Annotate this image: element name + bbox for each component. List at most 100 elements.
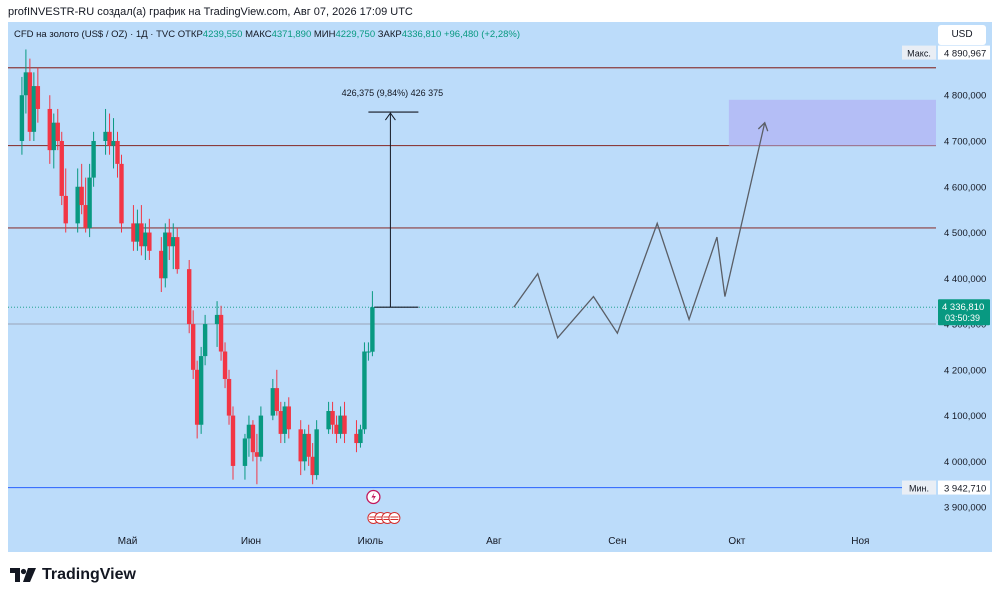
candle-body (143, 232, 148, 247)
candle-body (282, 406, 287, 434)
y-tick-label: 4 400,000 (944, 274, 986, 285)
max-label: Макс. (907, 49, 931, 59)
tradingview-logo-text: TradingView (42, 566, 136, 583)
candle-body (298, 429, 303, 462)
currency-button[interactable]: USD (938, 25, 986, 45)
x-tick-label: Июн (241, 536, 261, 547)
candle-body (63, 195, 68, 224)
candle-body (115, 140, 120, 164)
candle-body (198, 356, 204, 425)
candle-body (147, 232, 152, 251)
candle-body (55, 122, 60, 141)
candle-body (119, 163, 124, 224)
candle-body (330, 411, 335, 425)
y-tick-label: 4 500,000 (944, 228, 986, 239)
low-value: 4229,750 (335, 29, 376, 40)
change-value: +96,480 (+2,28%) (443, 29, 521, 40)
candle-body (190, 324, 196, 370)
candle-body (83, 205, 88, 228)
y-tick-label: 4 200,000 (944, 365, 986, 376)
candle-body (27, 72, 33, 132)
candle-body (175, 237, 180, 270)
candle-body (167, 232, 172, 247)
candle-body (111, 140, 116, 146)
symbol-legend: CFD на золото (US$ / OZ) · 1Д · TVC ОТКР… (14, 29, 520, 40)
measure-arrow-head (384, 112, 396, 121)
candle-body (218, 314, 224, 352)
x-tick-label: Сен (608, 536, 626, 547)
min-value: 3 942,710 (944, 484, 986, 495)
candle-body (139, 223, 144, 247)
target-zone (728, 99, 936, 146)
x-tick-label: Окт (728, 536, 745, 547)
candle-body (246, 424, 252, 439)
candle-body (87, 177, 92, 228)
candle-body (338, 415, 343, 434)
candle-body (194, 369, 200, 425)
open-label: ОТКР (177, 29, 203, 40)
tradingview-logo[interactable]: TradingView (10, 566, 136, 584)
candle-body (314, 429, 319, 476)
lightning-glyph (371, 492, 376, 502)
candle-body (250, 424, 256, 453)
candle-body (274, 388, 280, 412)
x-tick-label: Июль (358, 536, 384, 547)
high-value: 4371,890 (271, 29, 312, 40)
close-value: 4336,810 (401, 29, 442, 40)
y-tick-label: 4 100,000 (944, 411, 986, 422)
candle-body (214, 314, 220, 325)
candle-body (131, 223, 136, 242)
max-label-box (902, 45, 936, 60)
last-price-value: 4 336,810 (942, 302, 984, 313)
last-price-badge (938, 299, 990, 326)
candle-body (342, 415, 347, 434)
candle-body (370, 307, 375, 352)
min-label-box (902, 480, 936, 495)
candle-body (35, 86, 41, 109)
low-label: МИН (313, 29, 336, 40)
candle-body (107, 131, 112, 146)
y-tick-label: 4 000,000 (944, 457, 986, 468)
max-value: 4 890,967 (944, 49, 986, 60)
candle-body (258, 415, 264, 457)
candle-body (19, 95, 25, 141)
candle-body (31, 86, 37, 132)
candle-body (75, 186, 80, 224)
candle-body (135, 223, 140, 242)
candle-body (254, 452, 260, 457)
min-label: Мин. (909, 484, 929, 494)
candle-body (171, 237, 176, 247)
y-tick-label: 4 800,000 (944, 91, 986, 102)
candle-body (354, 433, 359, 444)
y-tick-label: 4 600,000 (944, 182, 986, 193)
candle-body (306, 433, 311, 457)
candle-body (226, 378, 232, 416)
projection-path (513, 122, 766, 340)
x-tick-label: Авг (486, 536, 502, 547)
x-tick-label: Май (118, 536, 138, 547)
y-tick-label: 4 700,000 (944, 136, 986, 147)
candle-body (358, 429, 363, 444)
candle-body (163, 232, 168, 279)
candle-body (242, 438, 248, 466)
candle-body (286, 406, 291, 430)
attribution-text: profINVESTR-RU создал(а) график на Tradi… (8, 6, 413, 18)
candle-body (202, 324, 208, 357)
candle-body (278, 411, 283, 434)
symbol-name: CFD на золото (US$ / OZ) · 1Д · TVC (14, 29, 176, 40)
candle-body (302, 433, 307, 462)
open-value: 4239,550 (202, 29, 243, 40)
min-value-box (938, 480, 990, 495)
candle-body (230, 415, 236, 466)
candle-body (103, 131, 108, 141)
candle-body (362, 351, 367, 430)
candle-body (91, 140, 96, 178)
candle-body (79, 186, 84, 206)
y-tick-label: 3 900,000 (944, 503, 986, 514)
tradingview-logo-icon (10, 568, 36, 582)
candle-body (59, 140, 64, 196)
candle-body (186, 269, 192, 325)
candle-body (23, 72, 29, 96)
candle-body (159, 250, 164, 279)
candle-body (222, 351, 228, 379)
